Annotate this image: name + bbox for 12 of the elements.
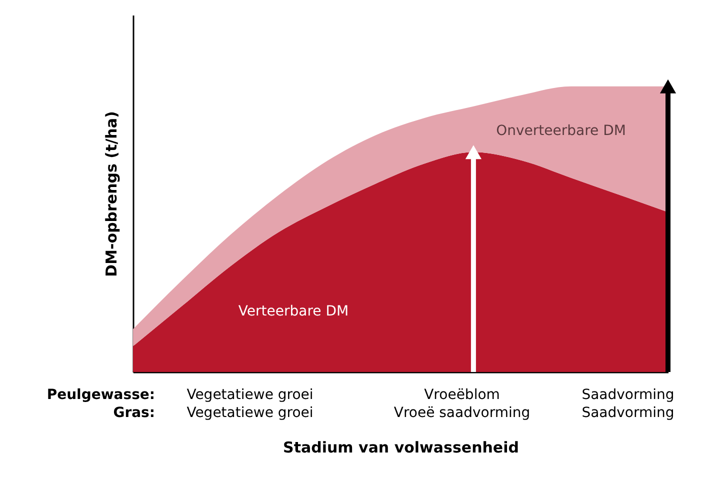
text: Vroeë saadvorming xyxy=(394,405,530,421)
text: Gras: xyxy=(113,405,155,421)
text: Peulgewasse: xyxy=(46,387,155,403)
text: Vegetatiewe groei xyxy=(186,405,314,421)
text: Saadvorming xyxy=(582,387,674,403)
series-label: Verteerbare DM xyxy=(238,304,349,320)
text: Saadvorming xyxy=(582,405,674,421)
x-axis-title: Stadium van volwassenheid xyxy=(283,438,519,456)
text: Vroeëblom xyxy=(424,387,500,403)
text: Vegetatiewe groei xyxy=(186,387,314,403)
series-label: Onverteerbare DM xyxy=(496,122,626,139)
y-axis-title: DM-opbrengs (t/ha) xyxy=(102,111,120,277)
